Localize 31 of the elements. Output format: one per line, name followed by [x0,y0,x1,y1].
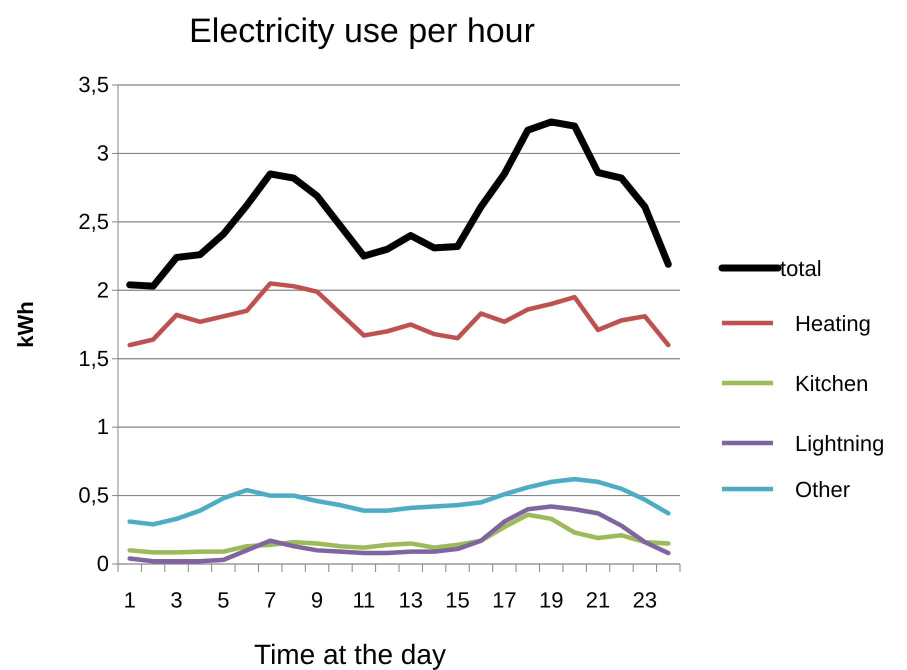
y-axis-title: kWh [13,301,38,348]
y-tick-label: 2 [96,277,109,302]
y-tick-label: 0,5 [78,482,109,508]
x-tick-label: 11 [352,588,376,613]
x-axis-title: Time at the day [254,639,446,670]
legend-label: Lightning [795,431,884,456]
x-tick-label: 9 [310,588,324,613]
y-tick-label: 3 [96,140,109,166]
x-tick-label: 7 [264,588,276,613]
y-tick-label: 1 [96,414,109,440]
x-tick-label: 19 [538,588,564,613]
line-series [127,476,671,527]
legend-label: Kitchen [795,371,868,396]
legend-label: total [780,256,822,281]
x-tick-label: 17 [492,588,517,613]
legend-label: Heating [795,311,871,336]
x-tick-label: 23 [632,588,658,613]
y-tick-label: 0 [96,551,109,576]
y-tick-label: 2,5 [78,208,109,234]
x-tick-label: 5 [217,588,230,613]
chart-title: Electricity use per hour [189,12,535,50]
x-tick-label: 1 [124,588,136,613]
x-tick-label: 13 [398,588,423,613]
x-tick-label: 3 [170,588,183,613]
line-series [127,504,671,564]
x-tick-label: 15 [445,588,470,613]
y-tick-label: 1,5 [78,346,109,371]
legend-label: Other [795,477,850,502]
y-tick-label: 3,5 [78,72,109,98]
line-series [127,281,671,348]
x-tick-label: 21 [586,588,610,613]
